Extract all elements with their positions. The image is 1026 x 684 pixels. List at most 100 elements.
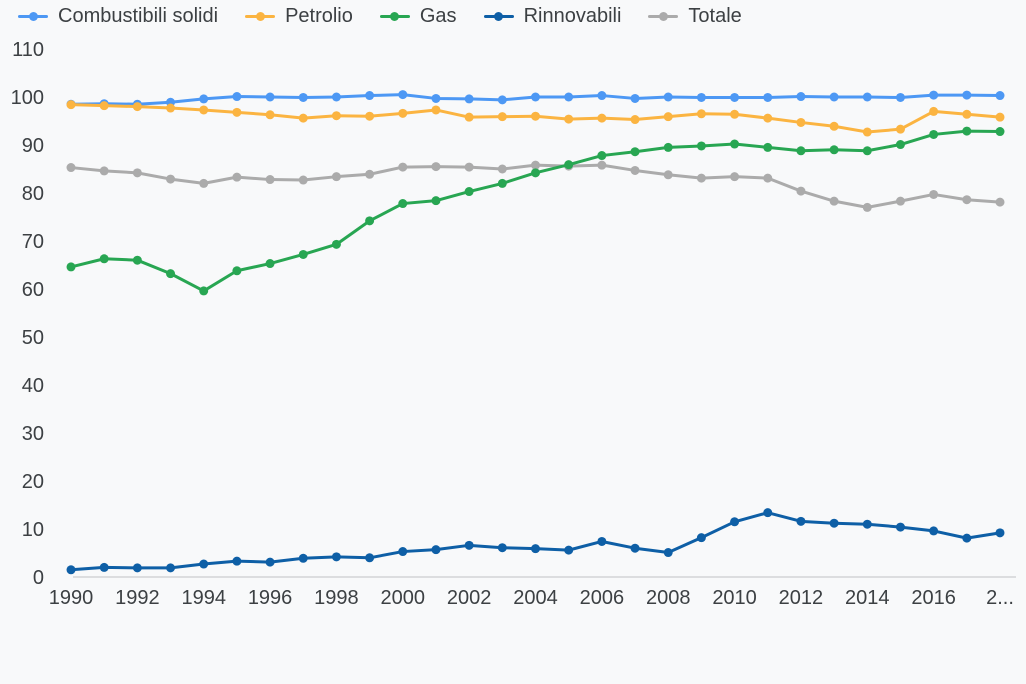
data-point-gas <box>166 269 176 279</box>
y-axis-tick-label: 70 <box>22 231 44 253</box>
y-axis-tick-label: 20 <box>22 471 44 493</box>
data-point-rinnovabili <box>763 508 773 518</box>
data-point-petrolio <box>99 101 109 111</box>
legend-line-dot-icon <box>245 12 276 22</box>
data-point-rinnovabili <box>730 517 740 527</box>
data-point-gas <box>663 142 673 152</box>
x-axis-tick-label: 2002 <box>447 587 492 609</box>
y-axis-tick-label: 30 <box>22 423 44 445</box>
legend-item-totale[interactable]: Totale <box>648 5 742 28</box>
data-point-totale <box>199 178 209 188</box>
data-point-gas <box>232 266 242 276</box>
data-point-totale <box>232 172 242 182</box>
data-point-totale <box>66 163 76 173</box>
data-point-combustibili-solidi <box>464 94 474 104</box>
data-point-petrolio <box>630 115 640 125</box>
data-point-combustibili-solidi <box>298 92 308 102</box>
data-point-totale <box>862 202 872 212</box>
data-point-petrolio <box>199 105 209 115</box>
data-point-rinnovabili <box>696 533 706 543</box>
data-point-gas <box>796 146 806 156</box>
data-point-gas <box>298 249 308 259</box>
x-axis-tick-label: 2012 <box>779 587 824 609</box>
data-point-gas <box>763 142 773 152</box>
data-point-petrolio <box>331 111 341 121</box>
x-axis-tick-label: 2004 <box>513 587 558 609</box>
data-point-combustibili-solidi <box>365 91 375 101</box>
data-point-rinnovabili <box>431 545 441 555</box>
x-axis-tick-label: 2014 <box>845 587 890 609</box>
data-point-totale <box>99 166 109 176</box>
data-point-totale <box>597 160 607 170</box>
legend-item-combustibili-solidi[interactable]: Combustibili solidi <box>18 5 218 28</box>
data-point-combustibili-solidi <box>796 92 806 102</box>
data-point-combustibili-solidi <box>862 92 872 102</box>
data-point-rinnovabili <box>497 543 507 553</box>
legend-label-rinnovabili: Rinnovabili <box>523 5 622 27</box>
legend-item-gas[interactable]: Gas <box>379 5 457 28</box>
data-point-gas <box>929 129 939 139</box>
y-axis-tick-label: 90 <box>22 135 44 157</box>
data-point-combustibili-solidi <box>929 90 939 100</box>
data-point-rinnovabili <box>232 556 242 566</box>
data-point-gas <box>464 187 474 197</box>
legend-item-petrolio[interactable]: Petrolio <box>245 5 353 28</box>
data-point-petrolio <box>829 121 839 131</box>
data-point-petrolio <box>166 103 176 113</box>
data-point-petrolio <box>398 108 408 118</box>
legend-line-dot-icon <box>18 12 48 22</box>
data-point-totale <box>398 162 408 172</box>
data-point-combustibili-solidi <box>895 92 905 102</box>
x-axis-tick-label: 1994 <box>181 587 226 609</box>
data-point-combustibili-solidi <box>265 92 275 102</box>
data-point-rinnovabili <box>862 519 872 529</box>
legend-label-totale: Totale <box>688 5 742 27</box>
data-point-totale <box>829 196 839 206</box>
data-point-gas <box>962 126 972 136</box>
data-point-gas <box>497 178 507 188</box>
legend-item-rinnovabili[interactable]: Rinnovabili <box>483 5 622 28</box>
data-point-totale <box>763 173 773 183</box>
series-line-gas <box>69 129 1002 293</box>
data-point-combustibili-solidi <box>962 90 972 100</box>
x-axis-tick-label: 2008 <box>646 587 691 609</box>
data-point-rinnovabili <box>663 548 673 558</box>
legend-line-dot-icon <box>483 12 514 22</box>
data-point-gas <box>66 262 76 272</box>
data-point-rinnovabili <box>265 557 275 567</box>
x-axis-tick-label: 1990 <box>49 587 94 609</box>
data-point-totale <box>995 197 1005 207</box>
data-point-combustibili-solidi <box>531 92 540 102</box>
data-point-petrolio <box>431 105 441 115</box>
data-point-rinnovabili <box>995 528 1005 538</box>
data-point-rinnovabili <box>99 562 109 572</box>
data-point-gas <box>829 145 839 155</box>
data-point-petrolio <box>962 109 972 119</box>
data-point-totale <box>166 174 176 184</box>
data-point-rinnovabili <box>199 559 209 569</box>
data-point-rinnovabili <box>132 563 142 573</box>
data-point-petrolio <box>132 102 142 112</box>
data-point-combustibili-solidi <box>597 91 607 101</box>
data-point-totale <box>796 186 806 196</box>
data-point-rinnovabili <box>962 533 972 543</box>
chart-legend: Combustibili solidi Petrolio Gas Rinnova… <box>18 5 742 28</box>
data-point-gas <box>99 254 109 264</box>
data-point-combustibili-solidi <box>331 92 341 102</box>
data-point-gas <box>199 286 209 296</box>
data-point-rinnovabili <box>66 565 76 575</box>
x-axis-tick-label: 2... <box>986 587 1014 609</box>
data-point-petrolio <box>531 111 540 121</box>
data-point-petrolio <box>232 107 242 117</box>
data-point-gas <box>431 196 441 206</box>
data-point-rinnovabili <box>564 545 574 555</box>
y-axis-tick-label: 40 <box>22 375 44 397</box>
data-point-rinnovabili <box>464 540 474 550</box>
data-point-petrolio <box>796 117 806 127</box>
data-point-gas <box>597 151 607 161</box>
legend-label-petrolio: Petrolio <box>285 5 353 27</box>
data-point-petrolio <box>66 100 76 110</box>
y-axis-tick-label: 0 <box>33 567 44 589</box>
data-point-gas <box>995 127 1005 137</box>
data-point-rinnovabili <box>331 552 341 562</box>
